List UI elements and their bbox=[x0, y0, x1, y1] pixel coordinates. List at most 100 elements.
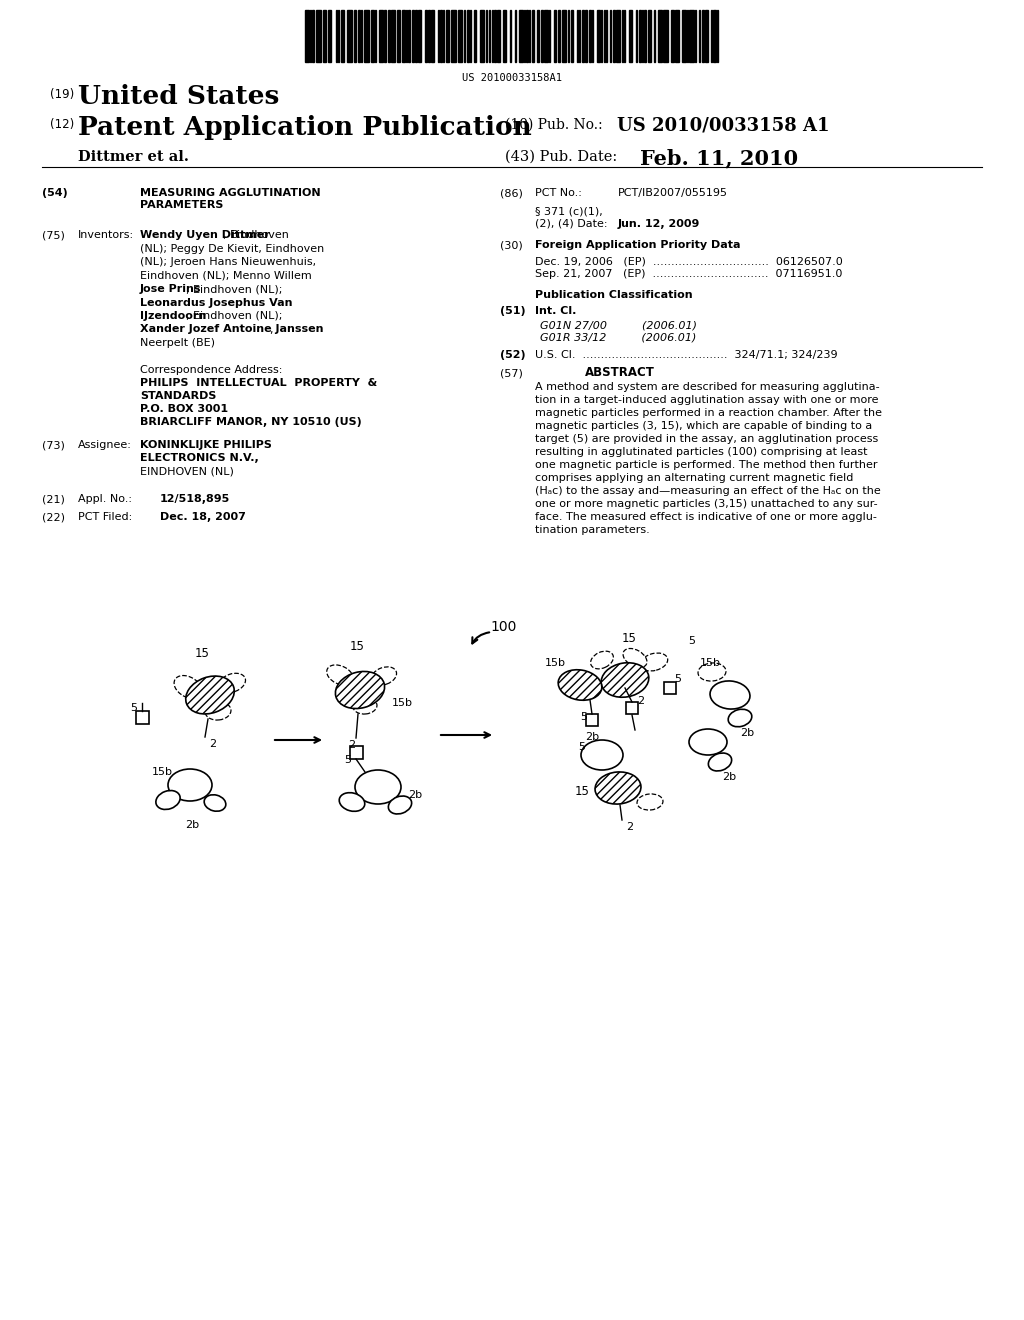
Text: PARAMETERS: PARAMETERS bbox=[140, 201, 223, 210]
Bar bbox=[537, 11, 539, 62]
Text: resulting in agglutinated particles (100) comprising at least: resulting in agglutinated particles (100… bbox=[535, 447, 867, 457]
Bar bbox=[467, 11, 469, 62]
Text: (19): (19) bbox=[50, 88, 75, 102]
Text: , Eindhoven (NL);: , Eindhoven (NL); bbox=[186, 312, 283, 321]
Text: (43) Pub. Date:: (43) Pub. Date: bbox=[505, 150, 617, 164]
Text: Xander Jozef Antoine Janssen: Xander Jozef Antoine Janssen bbox=[140, 325, 324, 334]
Bar bbox=[544, 11, 548, 62]
Bar bbox=[418, 11, 421, 62]
Text: 15b: 15b bbox=[392, 698, 413, 708]
Ellipse shape bbox=[710, 681, 750, 709]
Text: PCT No.:: PCT No.: bbox=[535, 187, 582, 198]
Bar bbox=[671, 11, 674, 62]
Text: magnetic particles (3, 15), which are capable of binding to a: magnetic particles (3, 15), which are ca… bbox=[535, 421, 872, 432]
Bar bbox=[644, 11, 646, 62]
Bar bbox=[639, 11, 641, 62]
Text: one magnetic particle is performed. The method then further: one magnetic particle is performed. The … bbox=[535, 459, 878, 470]
Text: 100: 100 bbox=[490, 620, 516, 634]
Text: (75): (75) bbox=[42, 230, 65, 240]
Text: 5: 5 bbox=[688, 636, 695, 645]
Text: Wendy Uyen Dittmer: Wendy Uyen Dittmer bbox=[140, 230, 269, 240]
Text: magnetic particles performed in a reaction chamber. After the: magnetic particles performed in a reacti… bbox=[535, 408, 882, 418]
Text: ,: , bbox=[268, 325, 272, 334]
Ellipse shape bbox=[581, 741, 623, 770]
Bar bbox=[503, 11, 506, 62]
Text: Jun. 12, 2009: Jun. 12, 2009 bbox=[618, 219, 700, 228]
Bar bbox=[431, 11, 434, 62]
Ellipse shape bbox=[355, 770, 401, 804]
Text: 5: 5 bbox=[344, 755, 351, 766]
Bar bbox=[446, 11, 449, 62]
Text: (Hₐᴄ) to the assay and—measuring an effect of the Hₐᴄ on the: (Hₐᴄ) to the assay and—measuring an effe… bbox=[535, 486, 881, 496]
Text: PCT/IB2007/055195: PCT/IB2007/055195 bbox=[618, 187, 728, 198]
Text: US 2010/0033158 A1: US 2010/0033158 A1 bbox=[617, 116, 829, 135]
Text: Int. Cl.: Int. Cl. bbox=[535, 306, 577, 315]
Text: one or more magnetic particles (3,15) unattached to any sur-: one or more magnetic particles (3,15) un… bbox=[535, 499, 878, 510]
Text: (57): (57) bbox=[500, 368, 523, 378]
Bar bbox=[347, 11, 352, 62]
Bar bbox=[571, 11, 573, 62]
Text: 2: 2 bbox=[209, 739, 216, 748]
Bar bbox=[354, 11, 356, 62]
Text: BRIARCLIFF MANOR, NY 10510 (US): BRIARCLIFF MANOR, NY 10510 (US) bbox=[140, 417, 361, 426]
Bar bbox=[364, 11, 369, 62]
Text: 5: 5 bbox=[674, 675, 681, 684]
Text: (10) Pub. No.:: (10) Pub. No.: bbox=[505, 117, 603, 132]
Bar bbox=[689, 11, 694, 62]
Ellipse shape bbox=[388, 796, 412, 814]
Text: 15b: 15b bbox=[700, 657, 721, 668]
Text: Neerpelt (BE): Neerpelt (BE) bbox=[140, 338, 215, 348]
Text: 15: 15 bbox=[195, 647, 210, 660]
Bar bbox=[613, 11, 615, 62]
Bar bbox=[425, 11, 427, 62]
Text: (22): (22) bbox=[42, 512, 65, 521]
Bar bbox=[323, 11, 326, 62]
Ellipse shape bbox=[156, 791, 180, 809]
Bar bbox=[682, 11, 686, 62]
Text: (30): (30) bbox=[500, 240, 522, 249]
Text: Dec. 18, 2007: Dec. 18, 2007 bbox=[160, 512, 246, 521]
Text: PCT Filed:: PCT Filed: bbox=[78, 512, 132, 521]
Ellipse shape bbox=[372, 667, 396, 685]
Text: 15b: 15b bbox=[152, 767, 173, 777]
Ellipse shape bbox=[595, 772, 641, 804]
Text: 15: 15 bbox=[622, 632, 637, 645]
Text: 15: 15 bbox=[575, 785, 590, 799]
Text: Assignee:: Assignee: bbox=[78, 440, 132, 450]
Ellipse shape bbox=[558, 669, 602, 700]
Ellipse shape bbox=[174, 676, 202, 698]
Ellipse shape bbox=[601, 663, 649, 697]
Text: (NL); Peggy De Kievit, Eindhoven: (NL); Peggy De Kievit, Eindhoven bbox=[140, 243, 325, 253]
Ellipse shape bbox=[623, 648, 647, 668]
Bar bbox=[440, 11, 442, 62]
Ellipse shape bbox=[689, 729, 727, 755]
Text: Dittmer et al.: Dittmer et al. bbox=[78, 150, 188, 164]
Ellipse shape bbox=[637, 793, 663, 810]
Bar bbox=[519, 11, 523, 62]
Bar bbox=[589, 11, 591, 62]
Bar bbox=[397, 11, 400, 62]
Text: Inventors:: Inventors: bbox=[78, 230, 134, 240]
Bar bbox=[658, 11, 662, 62]
Text: EINDHOVEN (NL): EINDHOVEN (NL) bbox=[140, 466, 233, 477]
Text: comprises applying an alternating current magnetic field: comprises applying an alternating curren… bbox=[535, 473, 853, 483]
Text: A method and system are described for measuring agglutina-: A method and system are described for me… bbox=[535, 381, 880, 392]
Bar bbox=[408, 11, 410, 62]
Bar bbox=[328, 11, 331, 62]
Text: 5: 5 bbox=[578, 742, 585, 752]
Bar bbox=[586, 714, 598, 726]
Bar bbox=[629, 11, 632, 62]
Ellipse shape bbox=[218, 673, 246, 693]
Text: Jose Prins: Jose Prins bbox=[140, 284, 202, 294]
Bar bbox=[428, 11, 430, 62]
Text: 2b: 2b bbox=[740, 729, 754, 738]
Bar bbox=[494, 11, 496, 62]
Text: Dec. 19, 2006   (EP)  ................................  06126507.0: Dec. 19, 2006 (EP) .....................… bbox=[535, 256, 843, 267]
Bar bbox=[497, 11, 500, 62]
Text: (51): (51) bbox=[500, 306, 525, 315]
Bar bbox=[626, 702, 638, 714]
Text: (54): (54) bbox=[42, 187, 68, 198]
Text: 15: 15 bbox=[350, 640, 365, 653]
Bar bbox=[415, 11, 417, 62]
Text: IJzendoorn: IJzendoorn bbox=[140, 312, 206, 321]
